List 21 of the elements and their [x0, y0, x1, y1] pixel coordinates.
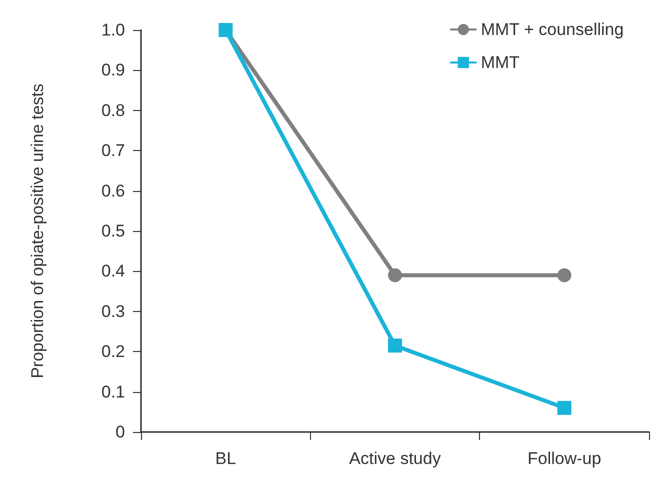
point	[557, 400, 572, 415]
y-tick-label: 0.7	[101, 141, 125, 160]
y-tick-label: 0	[116, 422, 125, 442]
x-tick-label: BL	[215, 449, 236, 468]
legend-label: MMT	[480, 53, 520, 72]
y-axis-title: Proportion of opiate-positive urine tests	[28, 84, 47, 378]
y-tick-label: 0.1	[101, 382, 125, 402]
y-tick-label: 1.0	[101, 20, 125, 40]
x-tick-label: Active study	[349, 449, 442, 468]
x-tick-label: Follow-up	[527, 449, 602, 468]
y-tick-label: 0.3	[101, 302, 125, 321]
point	[388, 268, 402, 282]
y-tick-label: 0.2	[101, 342, 125, 362]
point	[557, 268, 572, 282]
y-tick-label: 0.6	[101, 181, 125, 200]
y-tick-label: 0.8	[101, 100, 125, 120]
y-tick-label: 0.4	[101, 262, 125, 281]
point	[388, 338, 402, 353]
legend-label: MMT + counselling	[480, 20, 624, 39]
y-tick-label: 0.5	[101, 222, 125, 240]
y-tick-label: 0.9	[101, 60, 125, 80]
